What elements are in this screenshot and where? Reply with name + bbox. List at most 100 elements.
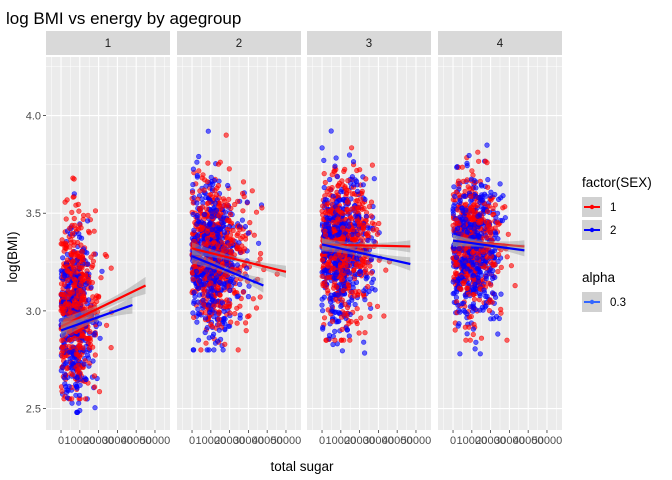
data-point-sex-2	[489, 290, 496, 296]
data-point-sex-1	[73, 202, 79, 208]
data-point-sex-2	[350, 281, 356, 287]
data-point-sex-2	[466, 257, 472, 264]
x-tick-label: 50000	[140, 435, 171, 447]
data-point-sex-1	[345, 178, 351, 184]
data-point-sex-2	[194, 174, 200, 180]
data-point-sex-2	[196, 337, 202, 343]
data-point-sex-2	[470, 301, 477, 307]
data-point-sex-1	[344, 313, 350, 319]
data-point-sex-1	[241, 194, 247, 200]
data-point-sex-1	[323, 337, 329, 343]
data-point-sex-1	[343, 260, 349, 266]
data-point-sex-1	[352, 293, 358, 299]
data-point-sex-2	[346, 299, 352, 305]
data-point-sex-1	[344, 206, 350, 212]
data-point-sex-1	[356, 330, 362, 336]
facet-strip-label: 4	[497, 38, 504, 50]
data-point-sex-2	[190, 347, 196, 353]
data-point-sex-1	[196, 168, 202, 174]
data-point-sex-2	[464, 160, 470, 166]
data-point-sex-1	[212, 187, 218, 194]
data-point-sex-2	[452, 193, 458, 199]
legend-title: alpha	[582, 270, 616, 285]
data-point-sex-2	[468, 269, 474, 275]
data-point-sex-2	[83, 376, 89, 383]
data-point-sex-2	[371, 176, 377, 182]
data-point-sex-1	[66, 337, 73, 343]
fit-line-sex-1	[60, 284, 147, 328]
data-point-sex-1	[73, 351, 79, 357]
data-point-sex-2	[81, 361, 87, 367]
data-point-sex-1	[357, 220, 363, 226]
data-point-sex-1	[220, 203, 226, 209]
data-point-sex-1	[242, 246, 248, 252]
data-point-sex-1	[71, 239, 77, 245]
data-point-sex-2	[191, 227, 197, 233]
data-point-sex-1	[216, 213, 222, 219]
data-point-sex-1	[220, 196, 227, 202]
data-point-sex-2	[461, 193, 467, 199]
data-point-sex-2	[208, 285, 215, 291]
data-point-sex-1	[73, 226, 79, 232]
data-point-sex-1	[319, 257, 326, 263]
data-point-sex-1	[74, 345, 80, 352]
x-tick-label: 10000	[65, 435, 96, 447]
data-point-sex-1	[86, 230, 92, 236]
data-point-sex-2	[456, 321, 462, 327]
data-point-sex-2	[74, 409, 80, 416]
data-point-sex-2	[222, 209, 229, 215]
data-point-sex-1	[484, 208, 491, 215]
data-point-sex-1	[360, 200, 366, 206]
data-point-sex-2	[474, 255, 480, 261]
data-point-sex-1	[202, 309, 209, 316]
data-point-sex-1	[240, 208, 246, 214]
legend-key-point	[589, 227, 595, 233]
data-point-sex-1	[234, 305, 240, 311]
data-point-sex-2	[219, 220, 225, 226]
data-point-sex-1	[70, 175, 76, 181]
data-point-sex-2	[321, 184, 327, 191]
data-point-sex-1	[490, 262, 497, 269]
fit-line-sex-1	[191, 247, 287, 273]
data-point-sex-2	[475, 279, 482, 285]
legend-label: 1	[610, 202, 616, 214]
data-point-sex-1	[215, 285, 222, 292]
data-point-sex-1	[234, 244, 240, 250]
data-point-sex-1	[468, 207, 474, 213]
data-point-sex-1	[92, 352, 98, 358]
data-point-sex-2	[361, 339, 367, 345]
data-point-sex-1	[69, 209, 75, 215]
data-point-sex-2	[471, 226, 477, 232]
data-point-sex-1	[374, 231, 381, 237]
data-point-sex-1	[476, 220, 482, 226]
data-point-sex-2	[200, 297, 206, 304]
data-point-sex-1	[495, 268, 501, 275]
data-point-sex-2	[92, 405, 98, 411]
data-point-sex-1	[228, 319, 234, 325]
data-point-sex-1	[223, 132, 229, 138]
x-tick-label: 30000	[102, 435, 133, 447]
data-point-sex-1	[215, 302, 222, 308]
data-point-sex-1	[349, 191, 355, 197]
data-point-sex-1	[103, 322, 110, 328]
data-point-sex-2	[453, 254, 460, 261]
fit-line-sex-2	[452, 239, 525, 252]
data-point-sex-2	[466, 152, 472, 159]
data-point-sex-1	[325, 236, 331, 242]
data-point-sex-1	[340, 287, 346, 294]
data-point-sex-1	[224, 217, 230, 223]
data-point-sex-1	[490, 205, 496, 212]
data-point-sex-1	[216, 321, 222, 327]
data-point-sex-2	[335, 292, 341, 298]
data-point-sex-2	[368, 257, 375, 263]
data-point-sex-1	[73, 328, 79, 334]
data-point-sex-1	[461, 278, 468, 285]
data-point-sex-1	[489, 299, 495, 305]
data-point-sex-1	[359, 188, 365, 194]
data-point-sex-1	[374, 303, 381, 310]
data-point-sex-1	[60, 310, 66, 317]
data-point-sex-2	[208, 174, 214, 180]
data-point-sex-2	[228, 276, 234, 283]
data-point-sex-2	[60, 255, 66, 261]
